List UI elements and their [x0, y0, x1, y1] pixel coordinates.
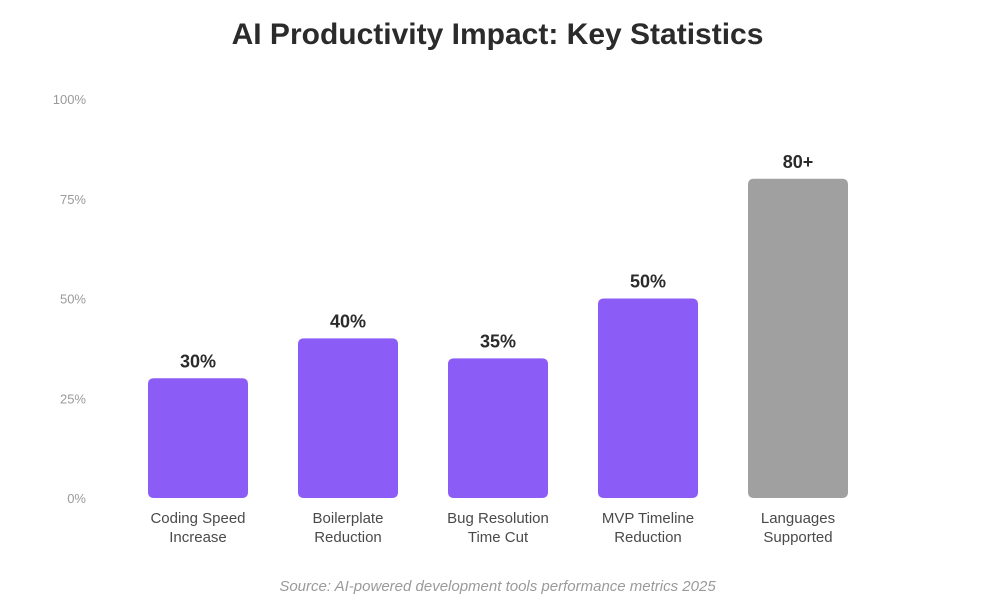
x-tick-label: Boilerplate Reduction: [313, 510, 384, 546]
bar: [748, 178, 848, 499]
y-tick-label: 100%: [53, 92, 87, 107]
bar: [598, 298, 698, 498]
y-axis: 0% 25% 50% 75% 100%: [53, 92, 87, 506]
source-note: Source: AI-powered development tools per…: [279, 578, 716, 595]
bar: [298, 338, 398, 498]
data-label: 30%: [180, 351, 216, 371]
data-label: 35%: [480, 331, 516, 351]
chart-title: AI Productivity Impact: Key Statistics: [231, 18, 764, 51]
y-tick-label: 0%: [67, 491, 86, 506]
x-tick-label: Languages Supported: [761, 510, 835, 546]
x-tick-label: MVP Timeline Reduction: [602, 510, 694, 546]
bar: [148, 378, 248, 498]
data-label: 50%: [630, 272, 666, 292]
x-axis: Coding Speed Increase Boilerplate Reduction…: [150, 510, 835, 546]
x-tick-label: Coding Speed Increase: [150, 510, 245, 546]
x-tick-label: Bug Resolution Time Cut: [447, 510, 549, 546]
y-tick-label: 25%: [60, 391, 86, 406]
data-label: 80+: [783, 152, 814, 172]
bars: 30% 40% 35% 50% 80+: [148, 152, 848, 499]
bar: [448, 358, 548, 498]
data-label: 40%: [330, 311, 366, 331]
y-tick-label: 50%: [60, 292, 86, 307]
y-tick-label: 75%: [60, 192, 86, 207]
